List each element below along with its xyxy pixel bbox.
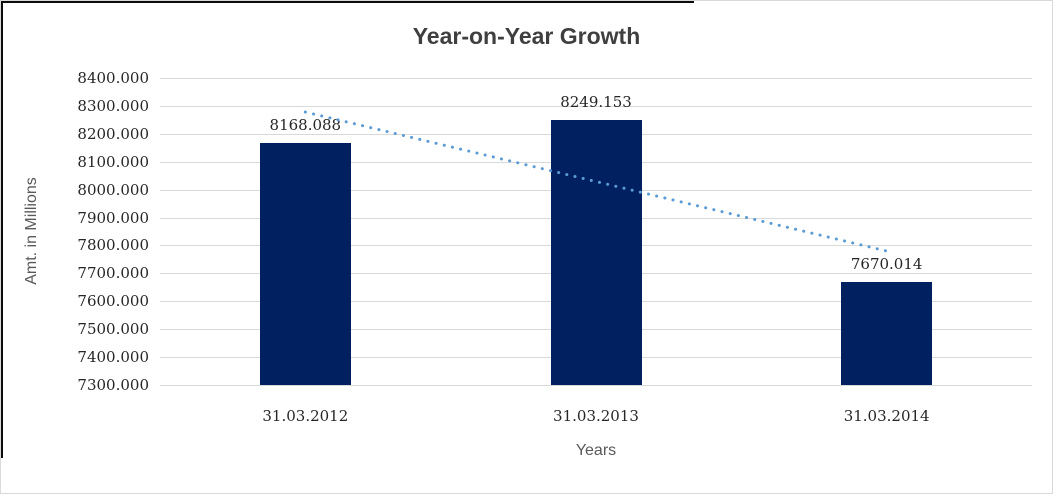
x-tick-label: 31.03.2014	[843, 407, 930, 425]
chart-bar-31.03.2013[interactable]	[550, 120, 642, 385]
gridline	[160, 385, 1032, 386]
y-tick-label: 7300.000	[77, 376, 149, 394]
y-tick-label: 7400.000	[77, 348, 149, 367]
chart-title: Year-on-Year Growth	[412, 23, 641, 49]
data-label: 8168.088	[269, 115, 342, 134]
gridline	[160, 105, 1032, 107]
y-tick-label: 8200.000	[77, 124, 149, 143]
y-tick-label: 7900.000	[77, 208, 149, 227]
y-tick-label: 8000.000	[77, 180, 149, 199]
chart-bar-31.03.2014[interactable]	[841, 281, 933, 385]
y-tick-label: 8300.000	[77, 96, 149, 115]
y-tick-label: 7500.000	[77, 320, 149, 339]
y-tick-label: 7600.000	[77, 292, 149, 311]
x-tick-label: 31.03.2012	[262, 407, 349, 425]
trendline-segment[interactable]	[303, 110, 889, 253]
data-label: 7670.014	[850, 254, 923, 273]
x-axis-title: Years	[575, 442, 617, 459]
chart-bar-31.03.2012[interactable]	[259, 142, 351, 385]
x-tick-label: 31.03.2013	[553, 407, 639, 425]
y-tick-label: 7700.000	[77, 264, 149, 283]
y-tick-label: 8400.000	[77, 69, 149, 87]
trendline[interactable]	[160, 78, 1032, 385]
data-label: 8249.153	[560, 93, 632, 112]
gridline	[160, 78, 1032, 79]
y-tick-label: 8100.000	[77, 152, 149, 171]
plot-area: 8168.088 8249.153 7670.014	[160, 78, 1032, 386]
y-tick-label: 7800.000	[77, 236, 149, 255]
